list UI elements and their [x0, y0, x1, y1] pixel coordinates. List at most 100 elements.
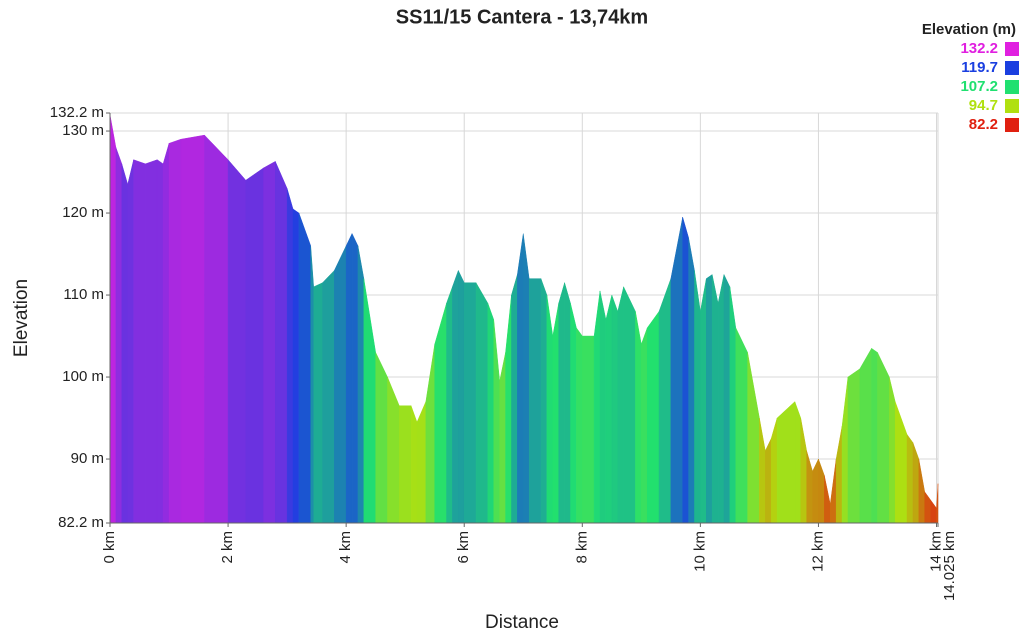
area-segment: [145, 159, 158, 524]
area-segment: [434, 303, 447, 524]
area-segment: [682, 217, 689, 524]
area-segment: [109, 114, 117, 524]
area-segment: [121, 163, 128, 524]
area-segment: [363, 278, 376, 524]
x-tick-label: 2 km: [219, 531, 236, 564]
area-segment: [894, 401, 908, 524]
area-segment: [593, 290, 601, 524]
y-tick-label: 110 m: [63, 286, 104, 303]
area-segment: [871, 347, 878, 524]
area-segment: [670, 217, 683, 524]
area-segment: [582, 335, 595, 524]
y-tick-label: 100 m: [62, 368, 104, 385]
area-segment: [292, 208, 300, 524]
area-segment: [546, 295, 554, 524]
area-segment: [313, 282, 323, 524]
area-segment: [806, 450, 813, 524]
area-segment: [552, 303, 559, 524]
area-segment: [576, 327, 583, 524]
area-segment: [765, 438, 772, 524]
area-segment: [688, 237, 695, 524]
area-segment: [298, 212, 311, 524]
area-segment: [735, 327, 748, 524]
area-segment: [646, 310, 660, 524]
area-segment: [505, 295, 512, 524]
area-segment: [499, 352, 506, 524]
x-tick-label: 8 km: [573, 531, 590, 564]
area-segment: [523, 233, 530, 524]
area-segment: [540, 278, 548, 524]
x-tick-label: 0 km: [101, 531, 118, 564]
area-segment: [511, 274, 518, 524]
area-segment: [127, 159, 134, 524]
area-segment: [759, 417, 766, 524]
area-segment: [747, 352, 760, 524]
legend-label: 94.7: [969, 97, 998, 114]
chart-title: SS11/15 Cantera - 13,74km: [396, 6, 648, 28]
area-segment: [399, 405, 412, 524]
legend-swatch: [1005, 80, 1019, 94]
legend-label: 82.2: [969, 116, 998, 133]
area-segment: [924, 491, 931, 524]
area-segment: [711, 274, 719, 524]
area-segment: [859, 347, 872, 524]
area-segment: [623, 286, 636, 524]
area-segment: [425, 344, 435, 524]
y-tick-label: 132.2 m: [50, 104, 104, 121]
area-segment: [605, 294, 613, 524]
area-segment: [818, 458, 825, 524]
area-segment: [446, 286, 453, 524]
area-segment: [889, 376, 896, 524]
area-segment: [841, 377, 849, 524]
y-tick-label: 82.2 m: [58, 514, 104, 531]
area-segment: [528, 278, 542, 524]
area-segment: [700, 278, 707, 524]
y-tick-label: 130 m: [62, 122, 104, 139]
area-segment: [180, 134, 205, 524]
area-segment: [599, 290, 607, 524]
x-tick-label: 4 km: [337, 531, 354, 564]
legend-swatch: [1005, 99, 1019, 113]
area-segment: [156, 159, 164, 524]
area-segment: [847, 368, 861, 524]
area-segment: [564, 282, 571, 524]
area-segment: [812, 458, 819, 524]
area-segment: [115, 147, 123, 524]
area-segment: [162, 143, 170, 524]
area-segment: [475, 281, 489, 524]
area-segment: [263, 160, 276, 524]
legend-label: 119.7: [961, 59, 998, 76]
area-segment: [794, 401, 801, 524]
area-segment: [410, 405, 418, 524]
y-tick-label: 90 m: [71, 450, 104, 467]
area-segment: [824, 475, 831, 524]
area-segment: [776, 401, 796, 524]
x-tick-label: 12 km: [809, 531, 826, 572]
area-segment: [906, 433, 914, 524]
area-segment: [658, 278, 672, 524]
area-segment: [487, 303, 494, 524]
area-segment: [930, 499, 937, 524]
area-segment: [641, 327, 648, 524]
area-segment: [345, 233, 353, 524]
area-segment: [245, 167, 264, 524]
area-segment: [717, 274, 725, 524]
area-segment: [458, 270, 465, 524]
legend-swatch: [1005, 42, 1019, 56]
x-axis-label: Distance: [485, 612, 559, 633]
area-segment: [918, 458, 925, 524]
area-segment: [387, 376, 400, 524]
area-segment: [322, 269, 335, 524]
x-tick-label: 6 km: [455, 531, 472, 564]
area-segment: [912, 442, 920, 524]
y-axis-label: Elevation: [11, 279, 32, 357]
area-segment: [357, 245, 365, 524]
area-segment: [334, 245, 347, 524]
area-segment: [706, 274, 713, 524]
y-tick-label: 120 m: [62, 204, 104, 221]
area-segment: [463, 282, 477, 524]
area-segment: [617, 286, 624, 524]
area-segment: [204, 134, 229, 524]
x-tick-label: 14 km: [927, 531, 944, 572]
area-segment: [351, 233, 359, 524]
